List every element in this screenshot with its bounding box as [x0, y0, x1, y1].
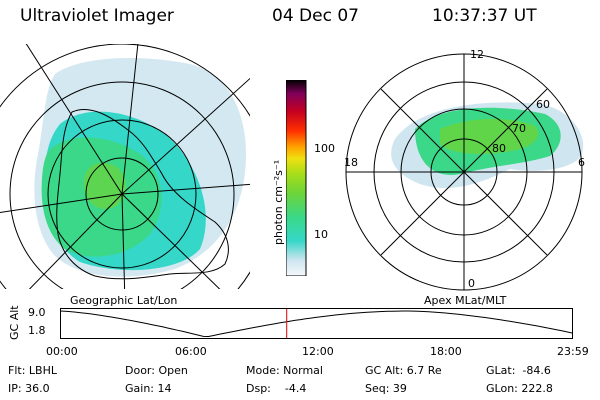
altitude-xtick-1800: 18:00 — [430, 345, 462, 358]
altitude-xtick-0000: 00:00 — [46, 345, 78, 358]
info-dsp: Dsp: -4.4 — [246, 382, 307, 395]
info-glat: GLat: -84.6 — [486, 364, 551, 377]
date-label: 04 Dec 07 — [272, 6, 359, 26]
mlt-label-18: 18 — [344, 156, 358, 169]
info-ip: IP: 36.0 — [8, 382, 50, 395]
info-gain: Gain: 14 — [125, 382, 172, 395]
magnetic-polar-plot — [345, 53, 584, 291]
colorbar-tick-10: 10 — [314, 228, 328, 241]
info-gc-alt: GC Alt: 6.7 Re — [365, 364, 442, 377]
info-seq: Seq: 39 — [365, 382, 407, 395]
mlat-label-80: 80 — [492, 142, 506, 155]
altitude-xtick-0600: 06:00 — [175, 345, 207, 358]
altitude-plot — [60, 308, 573, 339]
time-label: 10:37:37 UT — [432, 6, 537, 26]
mlt-label-6: 6 — [578, 156, 585, 169]
info-mode: Mode: Normal — [246, 364, 323, 377]
mlat-label-70: 70 — [512, 122, 526, 135]
altitude-ytick-min: 1.8 — [28, 324, 46, 337]
geographic-label: Geographic Lat/Lon — [70, 294, 178, 307]
mlt-label-12: 12 — [470, 48, 484, 61]
mlat-label-60: 60 — [536, 98, 550, 111]
instrument-title: Ultraviolet Imager — [20, 6, 174, 26]
colorbar-unit-label: photon cm⁻²s⁻¹ — [272, 159, 285, 245]
info-door: Door: Open — [125, 364, 188, 377]
magnetic-label: Apex MLat/MLT — [424, 294, 507, 307]
altitude-xtick-2359: 23:59 — [557, 345, 589, 358]
geographic-map — [0, 44, 250, 289]
info-glon: GLon: 222.8 — [486, 382, 553, 395]
altitude-ytick-max: 9.0 — [28, 306, 46, 319]
colorbar-tick-100: 100 — [314, 142, 335, 155]
altitude-ylabel: GC Alt — [8, 305, 21, 340]
colorbar — [286, 80, 307, 276]
mlt-label-0: 0 — [468, 277, 475, 290]
info-filter: Flt: LBHL — [8, 364, 57, 377]
altitude-xtick-1200: 12:00 — [302, 345, 334, 358]
